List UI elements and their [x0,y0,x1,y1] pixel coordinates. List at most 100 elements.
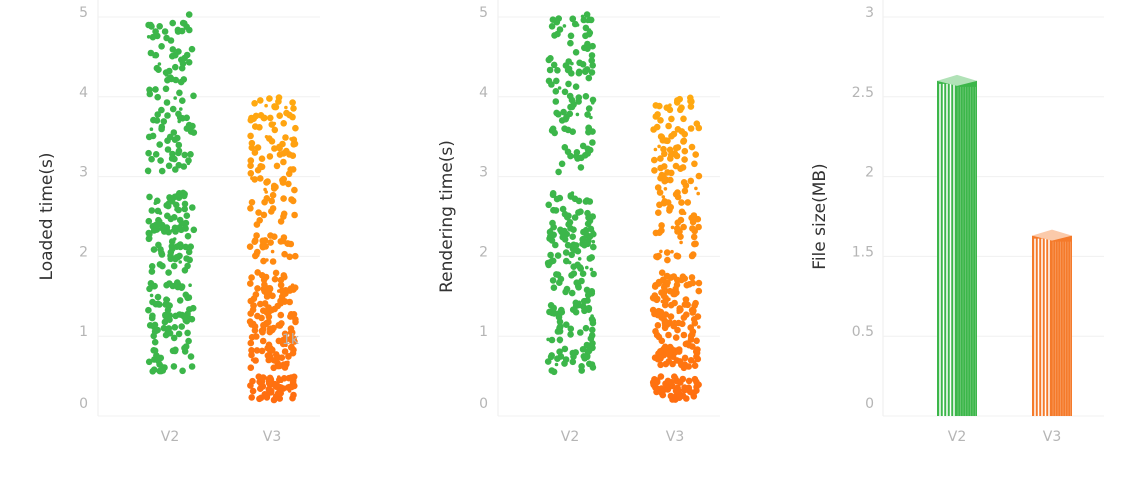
data-point [166,297,171,302]
data-point [156,141,163,148]
data-point [670,225,675,230]
data-point [585,214,592,221]
data-point [658,222,665,229]
data-point [587,16,595,24]
data-point [681,147,689,155]
data-point [172,346,179,354]
data-point [281,330,289,338]
data-point [579,235,587,243]
data-point [583,197,591,204]
data-point [651,310,658,318]
data-point [160,118,168,125]
data-point [556,336,564,344]
data-point [251,323,259,330]
data-point [666,146,674,154]
data-point [562,115,569,123]
data-point [586,75,591,79]
data-point [252,357,259,364]
data-point [257,300,264,308]
data-point [260,211,268,219]
data-point [248,274,255,281]
data-point [577,329,584,336]
data-point [258,155,266,162]
data-point [148,263,156,270]
data-point [567,331,574,338]
data-point [667,176,674,184]
data-point [672,387,680,395]
data-point [188,45,196,53]
data-point [672,191,680,198]
data-point [281,250,288,258]
data-point [147,49,155,57]
data-point [291,140,299,148]
data-point [263,391,270,399]
data-point [687,103,695,110]
data-point [148,314,156,322]
data-point [282,134,289,141]
data-point [582,24,590,32]
data-point [158,123,166,131]
data-point [288,329,296,336]
data-point [665,331,672,339]
data-point [653,147,658,152]
data-point [264,288,271,295]
data-point [682,182,690,189]
data-point [567,39,574,47]
data-point [561,345,569,353]
data-point [173,96,177,100]
data-point [268,326,276,334]
data-point [658,269,666,277]
series-V2 [144,11,198,375]
data-point [290,105,297,112]
data-point [664,377,672,385]
data-point [247,339,255,347]
data-point [693,120,701,127]
data-point [565,65,573,73]
data-point [169,46,177,53]
data-point [171,136,179,143]
data-point [663,319,670,326]
data-point [571,20,579,28]
data-point [690,393,698,400]
data-point [290,311,298,318]
data-point [179,367,186,375]
data-point [145,235,153,243]
data-point [254,312,261,320]
data-point [145,229,153,237]
data-point [253,232,260,239]
data-point [277,389,285,397]
data-point [660,351,668,359]
data-point [247,162,254,169]
series-V3 [246,94,299,404]
data-point [569,306,577,314]
data-point [170,262,178,270]
data-point [253,347,261,354]
data-point [185,337,192,345]
data-point [559,205,567,213]
data-point [651,156,658,164]
data-point [687,324,694,331]
data-point [175,48,182,55]
data-point [189,204,196,211]
data-point [154,93,161,101]
data-point [166,67,173,75]
data-point [171,324,179,331]
data-point [186,306,193,313]
data-point [658,337,666,345]
data-point [572,299,580,307]
data-point [550,304,557,312]
data-point [659,137,667,144]
data-point [264,103,268,108]
data-point [185,121,193,129]
data-point [165,162,173,170]
data-point [264,135,269,139]
data-point [252,252,259,260]
data-point [167,215,175,223]
data-point [656,102,663,110]
data-point [188,315,196,323]
data-point [155,216,162,224]
data-point [670,130,678,138]
data-point [247,157,255,164]
data-point [572,49,580,56]
data-point [677,165,684,172]
